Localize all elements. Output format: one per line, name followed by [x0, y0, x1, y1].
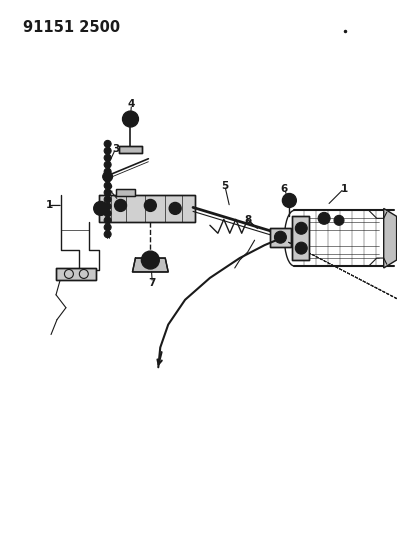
Text: 91151 2500: 91151 2500	[23, 20, 120, 35]
Circle shape	[141, 251, 159, 269]
Circle shape	[104, 182, 111, 189]
Polygon shape	[56, 268, 96, 280]
Circle shape	[146, 256, 154, 264]
Circle shape	[127, 115, 135, 123]
Circle shape	[104, 231, 111, 238]
Circle shape	[172, 205, 178, 212]
Circle shape	[104, 224, 111, 231]
Circle shape	[334, 215, 344, 225]
Polygon shape	[119, 146, 142, 153]
Text: 4: 4	[128, 99, 135, 109]
Circle shape	[287, 198, 293, 204]
Text: 1: 1	[45, 200, 53, 211]
Circle shape	[104, 217, 111, 224]
Circle shape	[169, 203, 181, 214]
Polygon shape	[384, 208, 397, 268]
Circle shape	[275, 231, 287, 243]
Text: 5: 5	[221, 181, 228, 191]
Circle shape	[318, 212, 330, 224]
Circle shape	[104, 154, 111, 161]
Text: 2: 2	[105, 183, 112, 193]
Circle shape	[104, 196, 111, 203]
Circle shape	[115, 199, 127, 212]
Circle shape	[104, 189, 111, 196]
Circle shape	[104, 168, 111, 175]
Circle shape	[103, 172, 113, 182]
Polygon shape	[269, 228, 291, 247]
Circle shape	[94, 201, 107, 215]
Circle shape	[104, 210, 111, 217]
Circle shape	[104, 175, 111, 182]
Polygon shape	[293, 216, 309, 260]
Text: 8: 8	[244, 215, 251, 225]
Text: 1: 1	[340, 183, 347, 193]
Circle shape	[104, 203, 111, 210]
Circle shape	[104, 147, 111, 154]
Text: 7: 7	[148, 278, 156, 288]
Circle shape	[144, 199, 156, 212]
Circle shape	[117, 203, 123, 208]
Circle shape	[283, 193, 297, 207]
Text: 3: 3	[112, 144, 119, 154]
Circle shape	[104, 161, 111, 168]
Circle shape	[147, 203, 153, 208]
Circle shape	[123, 111, 139, 127]
Circle shape	[295, 242, 307, 254]
Polygon shape	[99, 196, 195, 222]
Polygon shape	[133, 258, 168, 272]
Polygon shape	[115, 189, 135, 197]
Circle shape	[97, 205, 104, 212]
Circle shape	[295, 222, 307, 234]
Text: 6: 6	[281, 183, 288, 193]
Circle shape	[104, 140, 111, 147]
